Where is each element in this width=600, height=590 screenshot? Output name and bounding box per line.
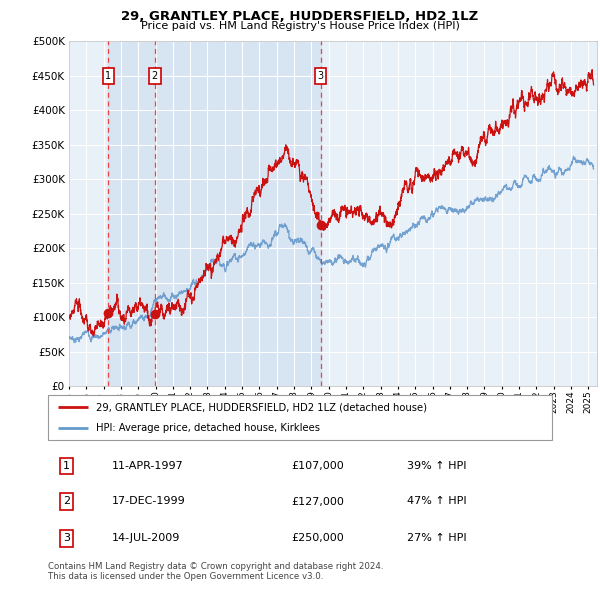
Text: 29, GRANTLEY PLACE, HUDDERSFIELD, HD2 1LZ: 29, GRANTLEY PLACE, HUDDERSFIELD, HD2 1L… [121, 10, 479, 23]
Text: HPI: Average price, detached house, Kirklees: HPI: Average price, detached house, Kirk… [96, 422, 320, 432]
Text: Price paid vs. HM Land Registry's House Price Index (HPI): Price paid vs. HM Land Registry's House … [140, 21, 460, 31]
Text: £250,000: £250,000 [291, 533, 344, 543]
Bar [108, 41, 155, 386]
Text: This data is licensed under the Open Government Licence v3.0.: This data is licensed under the Open Gov… [48, 572, 323, 581]
Text: £107,000: £107,000 [291, 461, 344, 471]
Text: 1: 1 [105, 71, 112, 81]
Text: 39% ↑ HPI: 39% ↑ HPI [407, 461, 467, 471]
Text: 11-APR-1997: 11-APR-1997 [112, 461, 183, 471]
Text: 29, GRANTLEY PLACE, HUDDERSFIELD, HD2 1LZ (detached house): 29, GRANTLEY PLACE, HUDDERSFIELD, HD2 1L… [96, 402, 427, 412]
Text: Contains HM Land Registry data © Crown copyright and database right 2024.: Contains HM Land Registry data © Crown c… [48, 562, 383, 571]
Text: 14-JUL-2009: 14-JUL-2009 [112, 533, 180, 543]
Text: £127,000: £127,000 [291, 497, 344, 506]
Text: 17-DEC-1999: 17-DEC-1999 [112, 497, 185, 506]
Text: 3: 3 [63, 533, 70, 543]
Text: 2: 2 [63, 497, 70, 506]
Text: 47% ↑ HPI: 47% ↑ HPI [407, 497, 467, 506]
Text: 1: 1 [63, 461, 70, 471]
Bar [155, 41, 321, 386]
Text: 3: 3 [317, 71, 324, 81]
FancyBboxPatch shape [48, 395, 552, 440]
Text: 27% ↑ HPI: 27% ↑ HPI [407, 533, 467, 543]
Text: 2: 2 [152, 71, 158, 81]
